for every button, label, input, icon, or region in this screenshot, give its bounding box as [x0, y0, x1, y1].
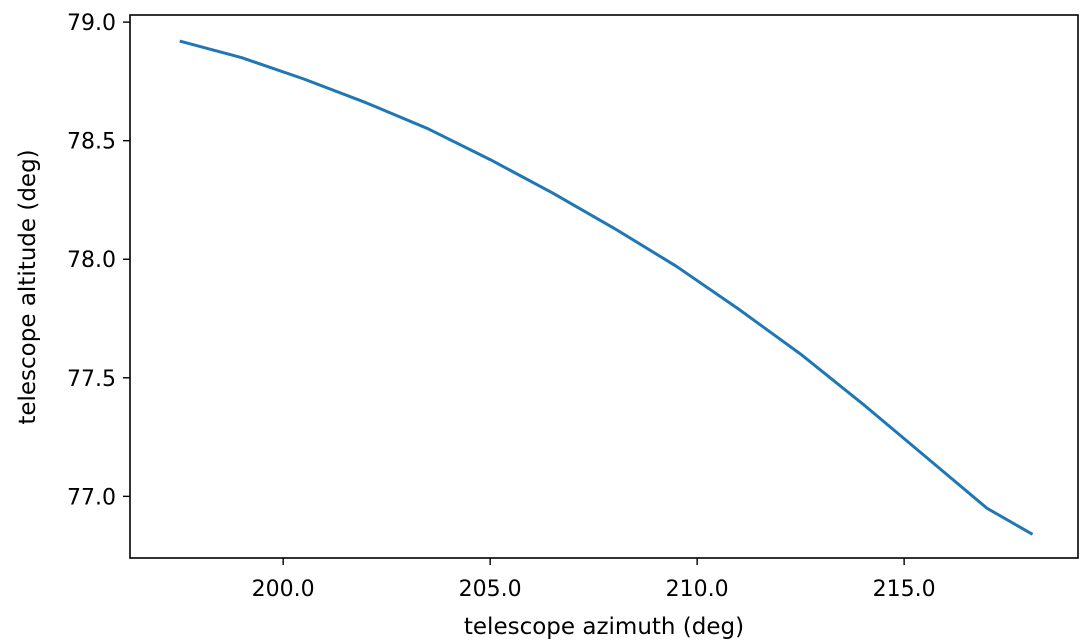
x-tick-label: 215.0: [873, 577, 936, 602]
y-tick-label: 78.5: [67, 130, 116, 155]
y-tick-label: 78.0: [67, 248, 116, 273]
y-tick-label: 79.0: [67, 11, 116, 36]
x-axis-title: telescope azimuth (deg): [464, 614, 744, 640]
x-axis: 200.0 205.0 210.0 215.0: [252, 558, 936, 602]
y-axis-title: telescope altitude (deg): [15, 149, 41, 424]
y-axis: 77.0 77.5 78.0 78.5 79.0: [67, 11, 130, 510]
y-tick-label: 77.5: [67, 367, 116, 392]
y-tick-label: 77.0: [67, 485, 116, 510]
x-tick-label: 210.0: [666, 577, 729, 602]
series-line: [179, 39, 1034, 536]
plot-frame: [129, 14, 1079, 559]
x-tick-label: 205.0: [459, 577, 522, 602]
x-tick-label: 200.0: [252, 577, 315, 602]
